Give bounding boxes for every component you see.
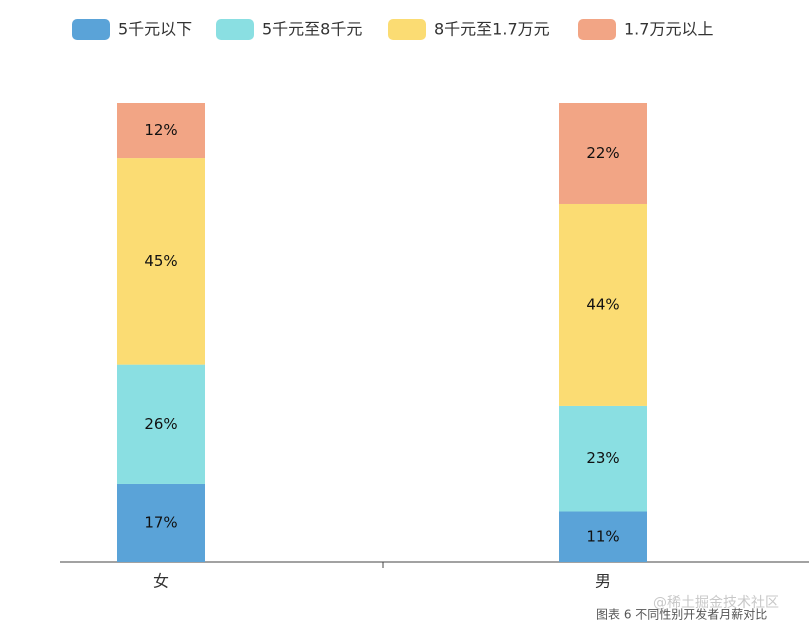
legend-label: 5千元至8千元 xyxy=(262,20,362,39)
value-label: 11% xyxy=(586,527,619,545)
x-tick-label: 男 xyxy=(595,572,611,591)
value-label: 44% xyxy=(586,295,619,313)
value-label: 23% xyxy=(586,449,619,467)
legend-swatch xyxy=(72,19,110,40)
bar-segment xyxy=(559,405,647,512)
bar-segment xyxy=(117,103,205,159)
bar-segment xyxy=(559,203,647,406)
bar-segment xyxy=(117,364,205,484)
legend-label: 1.7万元以上 xyxy=(624,20,713,39)
value-label: 26% xyxy=(144,415,177,433)
value-label: 12% xyxy=(144,121,177,139)
legend-swatch xyxy=(216,19,254,40)
bar-segment xyxy=(559,511,647,562)
bar-segment xyxy=(117,483,205,562)
value-label: 22% xyxy=(586,144,619,162)
value-label: 17% xyxy=(144,513,177,531)
legend-label: 5千元以下 xyxy=(118,20,192,39)
watermark: @稀土掘金技术社区 xyxy=(653,595,779,611)
bar-segment xyxy=(117,158,205,365)
x-tick-label: 女 xyxy=(153,572,169,591)
caption: 图表 6 不同性别开发者月薪对比 xyxy=(596,607,767,622)
legend-swatch xyxy=(578,19,616,40)
legend-swatch xyxy=(388,19,426,40)
value-label: 45% xyxy=(144,252,177,270)
bar-segment xyxy=(559,103,647,204)
legend-label: 8千元至1.7万元 xyxy=(434,20,550,39)
